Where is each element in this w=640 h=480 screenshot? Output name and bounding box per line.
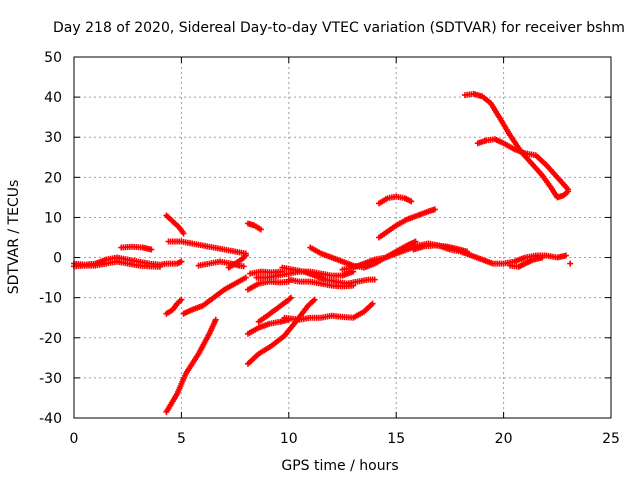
data-point [148,246,155,253]
data-point [286,295,293,302]
data-point [180,230,187,237]
y-tick-label: 20 [44,170,62,186]
data-point [369,300,376,307]
series-trace-23 [410,242,471,255]
series-trace-8 [163,296,185,317]
x-tick-label: 0 [70,431,79,447]
data-point [408,198,415,205]
data-point [567,260,574,267]
y-tick-label: 40 [44,90,62,106]
x-tick-label: 25 [602,431,620,447]
data-point [565,186,572,193]
data-point [156,263,163,270]
y-tick-label: 0 [53,251,62,267]
axis-ticks [73,56,612,419]
data-point [371,276,378,283]
y-tick-label: -40 [39,411,62,427]
y-tick-label: -30 [39,371,62,387]
data-point [257,226,264,233]
y-tick-label: -10 [39,291,62,307]
series-trace-25 [376,193,415,207]
series-trace-27 [461,90,572,201]
data-point [539,254,546,261]
series-trace-17 [281,300,376,323]
x-tick-label: 15 [387,431,405,447]
data-point [178,258,185,265]
data-point [242,252,249,259]
series-trace-11 [244,220,264,233]
series-trace-9 [180,274,249,317]
series-trace-12 [247,268,286,277]
data-series [71,90,574,415]
tick-labels: 0 5 10 15 20 25 -40 -30 -20 -10 0 10 20 30 40 50 [39,50,620,447]
data-point [562,252,569,259]
series-trace-19 [279,264,378,287]
series-trace-16 [255,294,294,325]
series-trace-28 [474,136,572,193]
data-point [311,296,318,303]
data-point [240,263,247,270]
data-point [212,316,219,323]
plot-frame [73,56,612,419]
y-tick-label: 30 [44,130,62,146]
x-tick-label: 10 [280,431,298,447]
series-trace-13 [244,278,292,293]
series-trace-5 [165,238,249,257]
series-trace-3 [118,243,155,253]
series-trace-22 [339,240,569,273]
x-tick-label: 5 [177,431,186,447]
grid-lines [74,57,611,418]
series-trace-10 [163,316,219,415]
series-trace-2 [71,258,163,270]
x-axis-label: GPS time / hours [281,458,398,474]
series-trace-7 [225,252,249,271]
y-axis-label: SDTVAR / TECUs [6,180,22,295]
data-point [350,282,357,289]
x-tick-label: 20 [495,431,513,447]
data-point [464,248,471,255]
data-point [178,296,185,303]
y-tick-label: -20 [39,331,62,347]
series-trace-29 [567,260,574,267]
data-point [242,274,249,281]
series-trace-26 [376,206,438,241]
series-trace-4 [163,212,187,237]
chart-title: Day 218 of 2020, Sidereal Day-to-day VTE… [53,20,625,36]
y-tick-label: 10 [44,210,62,226]
series-trace-24 [507,254,546,270]
data-point [431,206,438,213]
series-trace-20 [285,276,357,290]
y-tick-label: 50 [44,50,62,66]
data-point [287,294,294,301]
